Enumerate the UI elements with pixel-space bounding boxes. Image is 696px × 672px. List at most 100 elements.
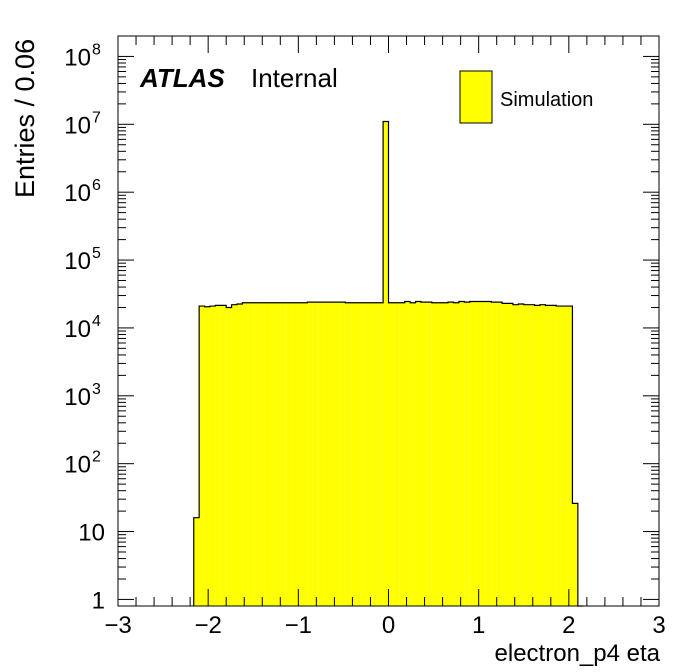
histogram-bin — [464, 302, 470, 606]
y-tick-base: 10 — [64, 180, 91, 207]
histogram-bin — [366, 302, 373, 606]
histogram-bin — [453, 302, 459, 606]
histogram-bin — [328, 302, 335, 606]
histogram-bin — [307, 302, 313, 606]
histogram-bin — [226, 307, 232, 606]
histogram-bin — [372, 302, 378, 606]
histogram-bin — [258, 302, 265, 606]
histogram-bin — [437, 302, 443, 606]
histogram-bin — [523, 304, 530, 606]
axis-ticks — [117, 35, 660, 606]
y-tick-exponent: 3 — [92, 381, 101, 398]
histogram-bin — [388, 302, 394, 606]
histogram-bin — [199, 306, 205, 606]
histogram-bin — [312, 302, 319, 606]
histogram-bin — [377, 302, 384, 606]
x-tick-label: 2 — [562, 612, 575, 639]
y-tick-base: 10 — [64, 384, 91, 411]
y-tick-base: 10 — [64, 112, 91, 139]
histogram-bin — [242, 302, 248, 606]
histogram-bin — [247, 302, 254, 606]
y-tick-base: 10 — [64, 452, 91, 479]
histogram-bin — [285, 302, 292, 606]
y-tick-exponent: 2 — [92, 449, 101, 466]
histogram-bin — [231, 304, 238, 606]
y-tick-base: 10 — [64, 316, 91, 343]
histogram-bin — [496, 302, 503, 606]
histogram-bin — [442, 302, 449, 606]
histogram-bin — [539, 304, 546, 606]
y-tick-exponent: 8 — [92, 41, 101, 58]
histogram-bin — [475, 301, 481, 606]
histogram-outline — [193, 120, 584, 607]
histogram-bin — [469, 301, 476, 606]
legend: Simulation — [459, 70, 593, 124]
histogram-bin — [404, 301, 411, 606]
internal-label: Internal — [251, 63, 338, 93]
histogram-bin — [323, 302, 329, 606]
histogram-bin — [204, 306, 210, 606]
histogram-bin — [491, 302, 497, 606]
y-tick-label: 1 — [92, 587, 105, 614]
histogram-bin — [264, 302, 270, 606]
histogram-bin — [301, 302, 308, 606]
y-tick-label: 10 5 — [64, 245, 101, 275]
y-tick-base: 10 — [64, 248, 91, 275]
x-tick-label: −1 — [285, 612, 312, 639]
x-tick-labels: −3 −2 −1 0 1 2 3 — [104, 612, 665, 639]
y-tick-label: 10 — [78, 520, 105, 547]
histogram-bin — [383, 121, 389, 607]
histogram-bin — [193, 517, 200, 606]
histogram-bin — [237, 304, 243, 606]
histogram-bin — [572, 503, 578, 606]
histogram-bin — [550, 305, 557, 606]
histogram-bin — [534, 305, 540, 606]
x-tick-label: 1 — [472, 612, 485, 639]
y-tick-label: 10 3 — [64, 381, 101, 411]
legend-swatch — [459, 70, 493, 124]
histogram-bin — [269, 302, 275, 606]
y-tick-exponent: 7 — [92, 109, 101, 126]
histogram-bin — [361, 302, 367, 606]
histogram-bin — [280, 302, 286, 606]
histogram-bin — [458, 301, 465, 606]
histogram-bin — [561, 306, 568, 606]
legend-label: Simulation — [500, 89, 593, 111]
y-tick-label: 10 7 — [64, 109, 101, 139]
y-tick-label: 10 8 — [64, 41, 101, 71]
x-tick-label: −3 — [104, 612, 131, 639]
histogram-bin — [431, 302, 438, 606]
histogram-bin — [274, 302, 281, 606]
y-tick-exponent: 5 — [92, 245, 101, 262]
y-tick-base: 1 — [92, 587, 105, 614]
histogram-bin — [420, 302, 427, 606]
x-tick-label: 3 — [652, 612, 665, 639]
histogram-bin — [318, 302, 324, 606]
histogram-bin — [556, 306, 562, 606]
histogram-bin — [518, 304, 524, 606]
y-axis-title: Entries / 0.06 — [10, 39, 40, 198]
y-tick-base: 10 — [64, 44, 91, 71]
y-tick-label: 10 2 — [64, 449, 101, 479]
atlas-label: ATLAS — [139, 63, 225, 93]
histogram-bin — [339, 302, 346, 606]
x-tick-label: 0 — [382, 612, 395, 639]
y-tick-exponent: 4 — [92, 313, 101, 330]
histogram-bin — [415, 301, 421, 606]
histogram-bin — [529, 304, 535, 606]
histogram-bin — [485, 301, 492, 606]
y-tick-exponent: 6 — [92, 177, 101, 194]
histogram-bin — [545, 305, 551, 606]
histogram-bin — [410, 302, 416, 606]
histogram-bin — [215, 305, 221, 606]
y-tick-label: 10 4 — [64, 313, 101, 343]
histogram-bin — [502, 303, 508, 606]
histogram-bin — [448, 302, 454, 606]
histogram-bin — [350, 302, 357, 606]
histogram-bin — [567, 306, 573, 606]
histogram-bin — [345, 302, 351, 606]
histogram-bin — [512, 304, 519, 606]
histogram-bin — [507, 303, 513, 606]
